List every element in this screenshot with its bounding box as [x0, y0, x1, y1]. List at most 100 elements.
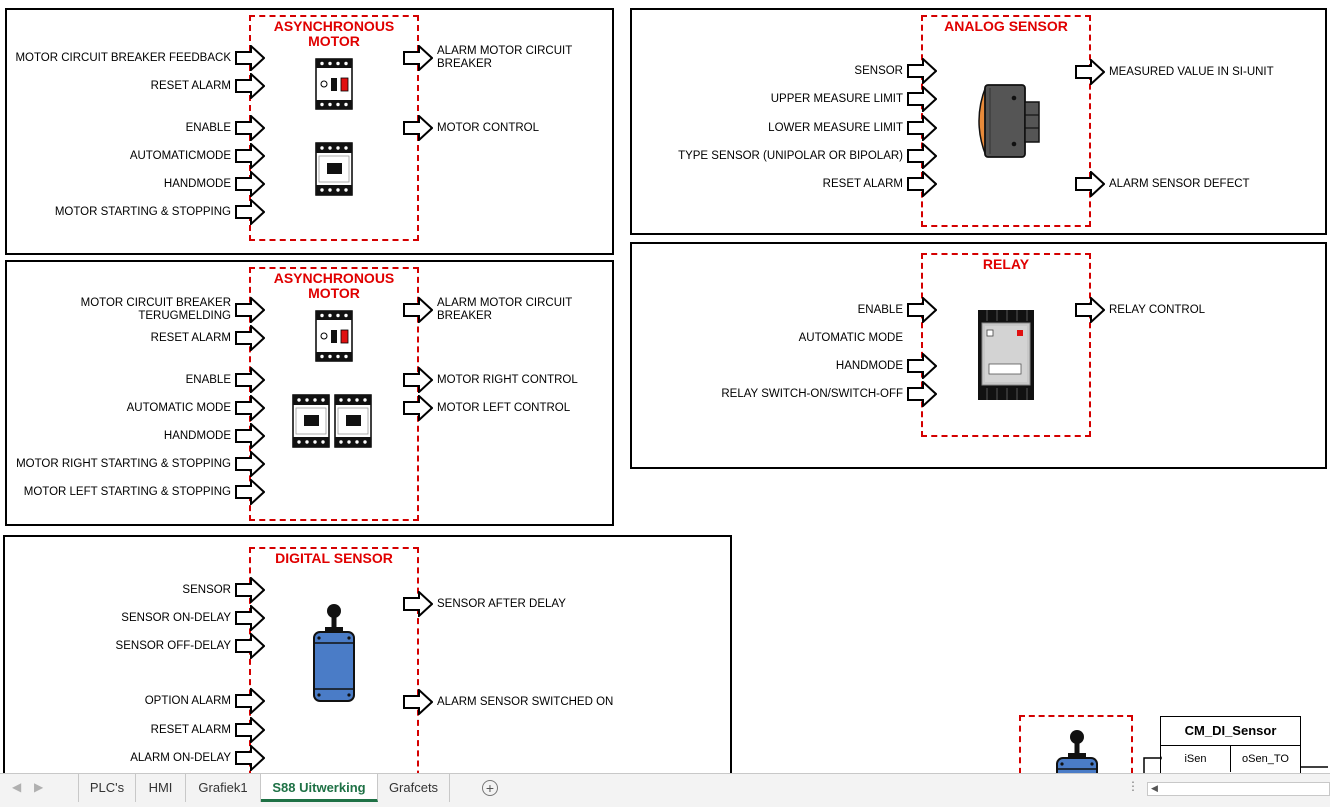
input-arrow-icon — [235, 717, 265, 743]
digital-sensor-frame — [3, 535, 732, 773]
input-arrow-icon — [235, 395, 265, 421]
motor-block-1-frame — [5, 8, 614, 255]
output-arrow-icon — [403, 367, 433, 393]
relay-input-label: RELAY SWITCH-ON/SWITCH-OFF — [721, 388, 903, 400]
input-arrow-icon — [907, 143, 937, 169]
motor1-input-label: AUTOMATICMODE — [129, 150, 231, 162]
circuit-breaker-icon — [315, 310, 353, 362]
circuit-breaker-icon — [315, 58, 353, 110]
horizontal-scrollbar[interactable]: ◀ — [1147, 782, 1330, 796]
tab-hmi[interactable]: HMI — [136, 774, 186, 802]
input-arrow-icon — [235, 73, 265, 99]
spreadsheet-canvas[interactable]: ASYNCHRONOUS MOTOR MOTOR CIRCUIT BREAKER… — [0, 0, 1330, 773]
analog-output-label: ALARM SENSOR DEFECT — [1109, 178, 1250, 190]
cm-block-output: oSen_TO — [1242, 753, 1289, 765]
output-arrow-icon — [1075, 297, 1105, 323]
analog-input-label: RESET ALARM — [822, 178, 903, 190]
cm-sensor-fb — [1019, 715, 1133, 773]
relay-title: RELAY — [982, 256, 1030, 272]
cm-block-name: CM_DI_Sensor — [1161, 717, 1300, 746]
input-arrow-icon — [235, 688, 265, 714]
motor1-input-label: RESET ALARM — [150, 80, 231, 92]
motor1-input-label: MOTOR STARTING & STOPPING — [54, 206, 231, 218]
tab-grafiek1[interactable]: Grafiek1 — [186, 774, 261, 802]
tab-s88-uitwerking[interactable]: S88 Uitwerking — [261, 774, 378, 802]
input-arrow-icon — [235, 605, 265, 631]
input-arrow-icon — [907, 86, 937, 112]
motor2-input-label: MOTOR LEFT STARTING & STOPPING — [23, 486, 231, 498]
add-sheet-icon[interactable]: + — [482, 780, 498, 796]
motor-block-1-title: ASYNCHRONOUS MOTOR — [273, 18, 395, 49]
motor2-input-label: HANDMODE — [163, 430, 231, 442]
relay-module-icon — [977, 309, 1035, 401]
motor2-input-label: MOTOR RIGHT STARTING & STOPPING — [16, 458, 231, 470]
input-arrow-icon — [235, 115, 265, 141]
output-arrow-icon — [403, 395, 433, 421]
output-arrow-icon — [403, 591, 433, 617]
analog-input-label: TYPE SENSOR (UNIPOLAR OR BIPOLAR) — [678, 150, 903, 162]
output-arrow-icon — [403, 297, 433, 323]
more-options-icon[interactable]: ⋮ — [1127, 779, 1139, 793]
motor1-input-label: MOTOR CIRCUIT BREAKER FEEDBACK — [15, 52, 231, 64]
cm-block-input: iSen — [1161, 746, 1231, 772]
motor1-input-label: HANDMODE — [163, 178, 231, 190]
contactor-icon — [292, 394, 330, 448]
motor1-output-label: ALARM MOTOR CIRCUIT BREAKER — [437, 45, 573, 70]
input-arrow-icon — [907, 381, 937, 407]
output-arrow-icon — [403, 45, 433, 71]
relay-input-label: AUTOMATIC MODE — [798, 332, 903, 344]
input-arrow-icon — [235, 451, 265, 477]
input-arrow-icon — [235, 325, 265, 351]
digital-input-label: RESET ALARM — [150, 724, 231, 736]
digital-output-label: SENSOR AFTER DELAY — [437, 598, 566, 610]
scroll-left-icon[interactable]: ◀ — [1151, 783, 1158, 793]
connector-line — [1143, 754, 1162, 773]
input-arrow-icon — [235, 143, 265, 169]
relay-input-label: HANDMODE — [835, 360, 903, 372]
motor2-input-label: MOTOR CIRCUIT BREAKER TERUGMELDING — [80, 297, 231, 322]
input-arrow-icon — [235, 479, 265, 505]
analog-output-label: MEASURED VALUE IN SI-UNIT — [1109, 66, 1274, 78]
relay-input-label: ENABLE — [857, 304, 903, 316]
digital-sensor-fb — [249, 547, 419, 773]
motor-block-2-frame — [5, 260, 614, 526]
digital-output-label: ALARM SENSOR SWITCHED ON — [437, 696, 614, 708]
analog-sensor-icon — [976, 82, 1048, 160]
input-arrow-icon — [235, 199, 265, 225]
digital-input-label: SENSOR — [182, 584, 231, 596]
output-arrow-icon — [1075, 171, 1105, 197]
motor1-output-label: MOTOR CONTROL — [437, 122, 540, 134]
tab-plcs[interactable]: PLC's — [78, 774, 136, 802]
input-arrow-icon — [907, 297, 937, 323]
scroll-left-icon[interactable]: ◀ — [12, 780, 22, 794]
relay-output-label: RELAY CONTROL — [1109, 304, 1206, 316]
digital-input-label: OPTION ALARM — [144, 695, 231, 707]
analog-sensor-title: ANALOG SENSOR — [944, 18, 1068, 34]
analog-input-label: UPPER MEASURE LIMIT — [770, 93, 903, 105]
proximity-switch-icon — [311, 603, 357, 703]
digital-input-label: SENSOR OFF-DELAY — [115, 640, 231, 652]
analog-input-label: SENSOR — [854, 65, 903, 77]
input-arrow-icon — [235, 745, 265, 771]
input-arrow-icon — [235, 45, 265, 71]
motor2-input-label: AUTOMATIC MODE — [126, 402, 231, 414]
tab-grafcets[interactable]: Grafcets — [378, 774, 450, 802]
motor1-input-label: ENABLE — [185, 122, 231, 134]
cm-di-sensor-block: CM_DI_Sensor iSen oSen_TO — [1160, 716, 1301, 773]
input-arrow-icon — [907, 353, 937, 379]
input-arrow-icon — [235, 633, 265, 659]
motor2-output-label: MOTOR LEFT CONTROL — [437, 402, 571, 414]
connector-line — [1301, 766, 1328, 768]
relay-fb — [921, 253, 1091, 437]
contactor-icon — [315, 142, 353, 196]
input-arrow-icon — [235, 577, 265, 603]
output-arrow-icon — [1075, 59, 1105, 85]
motor2-output-label: MOTOR RIGHT CONTROL — [437, 374, 578, 386]
scroll-right-icon[interactable]: ▶ — [34, 780, 44, 794]
digital-sensor-title: DIGITAL SENSOR — [275, 550, 393, 566]
sheet-tab-bar: ◀ ▶ PLC's HMI Grafiek1 S88 Uitwerking Gr… — [0, 773, 1330, 807]
input-arrow-icon — [235, 423, 265, 449]
motor-block-2-title: ASYNCHRONOUS MOTOR — [273, 270, 395, 301]
digital-input-label: SENSOR ON-DELAY — [121, 612, 231, 624]
input-arrow-icon — [907, 115, 937, 141]
